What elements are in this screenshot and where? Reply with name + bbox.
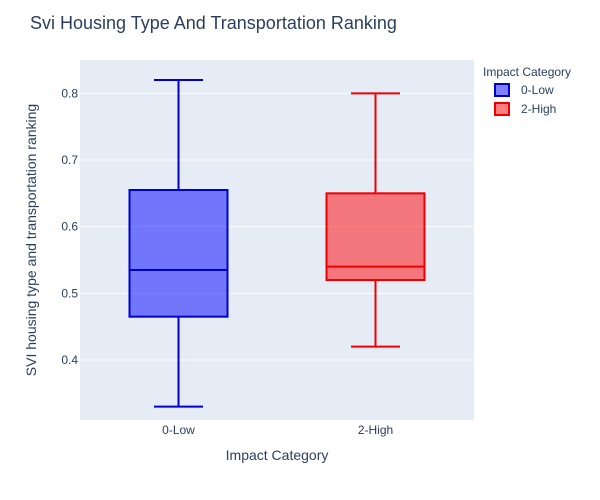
y-tick-label: 0.5 [61, 286, 78, 300]
legend-item-label: 2-High [521, 102, 556, 116]
chart-title: Svi Housing Type And Transportation Rank… [30, 13, 397, 33]
y-tick-label: 0.6 [61, 220, 78, 234]
box-0-Low [128, 79, 229, 408]
legend-title: Impact Category [483, 65, 571, 79]
x-tick-label: 2-High [358, 423, 393, 437]
iqr-box [128, 189, 229, 318]
y-tick-label: 0.7 [61, 153, 78, 167]
iqr-box [325, 192, 426, 281]
x-axis-title: Impact Category [226, 447, 329, 463]
y-tick-label: 0.8 [61, 86, 78, 100]
legend: Impact Category 0-Low 2-High [483, 65, 571, 116]
y-axis-title: SVI housing type and transportation rank… [23, 104, 39, 376]
box-2-High [325, 92, 426, 348]
legend-swatch [494, 83, 510, 97]
legend-swatch [494, 102, 510, 116]
legend-item-label: 0-Low [521, 83, 554, 97]
x-tick-label: 0-Low [162, 423, 195, 437]
y-tick-label: 0.4 [61, 353, 78, 367]
